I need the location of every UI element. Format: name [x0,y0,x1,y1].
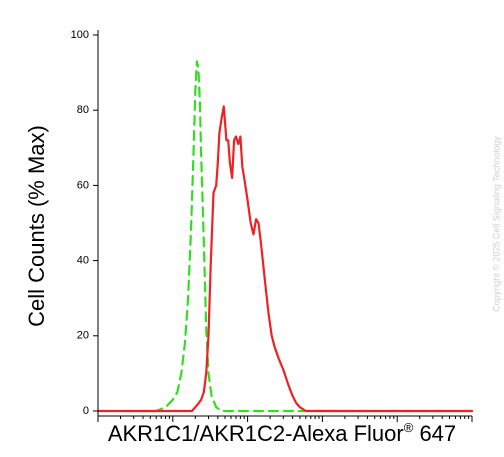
x-axis-label-main: AKR1C1/AKR1C2-Alexa Fluor [108,421,404,446]
registered-mark: ® [404,420,414,435]
copyright-watermark: Copyright © 2025 Cell Signaling Technolo… [491,136,501,312]
series-layer [96,60,474,413]
series-line-1-solid [96,105,474,413]
series-line-0-dashed [122,60,474,413]
x-axis-label: AKR1C1/AKR1C2-Alexa Fluor® 647 [108,420,456,446]
y-axis-label: Cell Counts (% Max) [24,125,49,327]
y-tick-label: 60 [77,179,89,191]
y-axis-ticks: 0 20 40 60 80 100 [71,29,98,417]
x-axis-label-suffix: 647 [413,421,456,446]
y-tick-label: 80 [77,104,89,116]
y-tick-label: 40 [77,255,89,267]
y-tick-label: 100 [71,29,89,41]
y-tick-label: 0 [83,405,89,417]
y-tick-label: 20 [77,330,89,342]
